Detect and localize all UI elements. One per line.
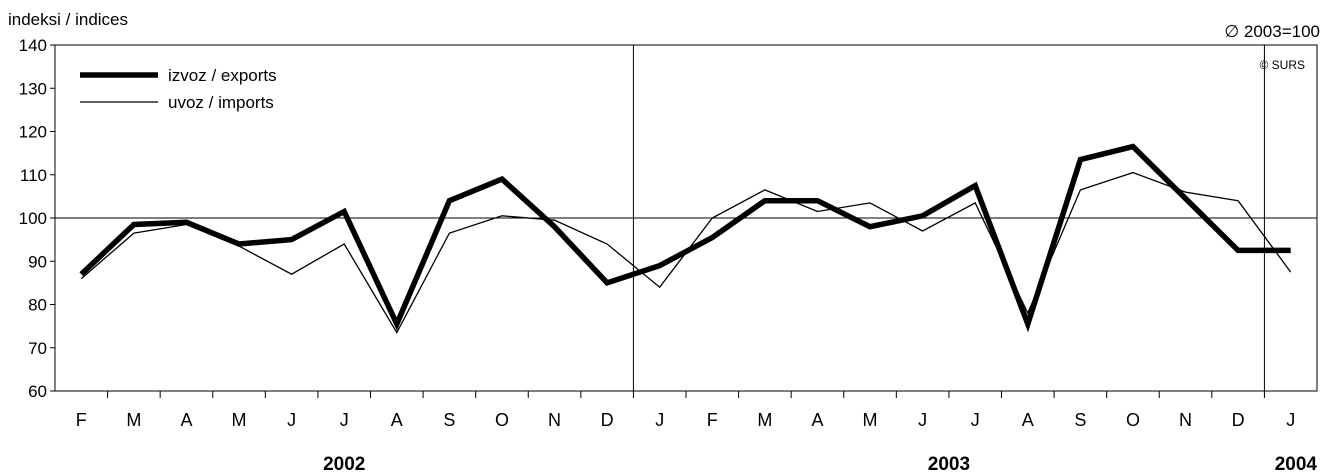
x-tick-label: O	[1126, 410, 1140, 430]
legend-label: izvoz / exports	[168, 66, 277, 85]
year-label: 2002	[323, 454, 365, 474]
x-tick-label: A	[811, 410, 823, 430]
x-tick-label: J	[971, 410, 980, 430]
x-tick-label: M	[232, 410, 247, 430]
x-tick-label: S	[1074, 410, 1086, 430]
series-line-exports	[79, 143, 1291, 333]
x-tick-label: M	[126, 410, 141, 430]
plot-area: 60 70 80 90 100 110 120 130 140 F M A M J J A S O N D J F M A M J…	[19, 36, 1318, 474]
x-tick-label: N	[548, 410, 561, 430]
y-tick-label: 120	[19, 123, 47, 142]
year-label: 2003	[928, 454, 970, 474]
x-tick-label: N	[1179, 410, 1192, 430]
x-tick-label: J	[287, 410, 296, 430]
base-note: ∅ 2003=100	[1224, 22, 1320, 41]
series-line-imports	[80, 171, 1292, 334]
x-tick-label: A	[180, 410, 192, 430]
y-tick-label: 130	[19, 79, 47, 98]
x-tick-label: M	[757, 410, 772, 430]
x-tick-label: J	[1286, 410, 1295, 430]
y-tick-label: 70	[28, 339, 47, 358]
x-tick-label: A	[391, 410, 403, 430]
x-tick-label: J	[340, 410, 349, 430]
x-tick-label: S	[443, 410, 455, 430]
x-tick-label: D	[1232, 410, 1245, 430]
x-tick-label: O	[495, 410, 509, 430]
year-label: 2004	[1275, 454, 1318, 474]
legend: izvoz / exports uvoz / imports	[80, 66, 277, 112]
y-tick-label: 80	[28, 296, 47, 315]
x-tick-label: M	[863, 410, 878, 430]
y-tick-label: 100	[19, 209, 47, 228]
y-tick-label: 90	[28, 252, 47, 271]
x-tick-label: F	[707, 410, 718, 430]
y-tick-label: 60	[28, 382, 47, 401]
x-tick-label: J	[655, 410, 664, 430]
y-axis-label: indeksi / indices	[8, 10, 128, 29]
x-tick-label: J	[918, 410, 927, 430]
x-tick-label: A	[1022, 410, 1034, 430]
legend-label: uvoz / imports	[168, 93, 274, 112]
x-tick-label: D	[601, 410, 614, 430]
y-tick-label: 140	[19, 36, 47, 55]
y-tick-label: 110	[20, 166, 47, 185]
x-tick-label: F	[76, 410, 87, 430]
credit-label: © SURS	[1259, 58, 1305, 72]
